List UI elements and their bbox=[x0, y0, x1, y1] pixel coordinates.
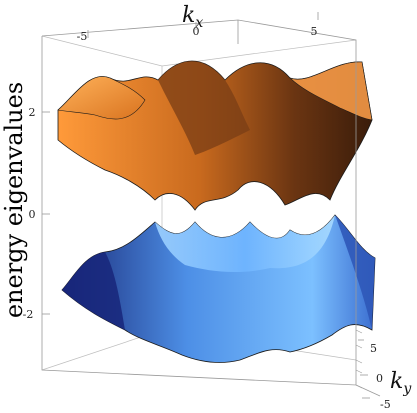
x-tick-label: -5 bbox=[77, 30, 88, 43]
upper-band-surface bbox=[57, 60, 373, 211]
y-tick-label: -5 bbox=[380, 398, 391, 411]
z-tick-label: 2 bbox=[29, 106, 36, 119]
x-axis-label: kx bbox=[182, 3, 203, 31]
lower-band-surface bbox=[61, 214, 376, 363]
x-axis: -5 0 5 kx bbox=[77, 3, 319, 43]
y-tick-label: 5 bbox=[370, 342, 377, 355]
z-axis: 2 0 -2 energy eigenvalues bbox=[0, 82, 50, 321]
y-axis-label: ky bbox=[390, 369, 412, 397]
x-tick-label: 5 bbox=[311, 25, 318, 38]
y-axis-minor-ticks bbox=[355, 329, 363, 389]
z-tick-label: 0 bbox=[29, 208, 36, 221]
z-axis-label: energy eigenvalues bbox=[0, 82, 28, 318]
y-axis: 5 0 -5 ky bbox=[358, 339, 412, 411]
x-tick-label: 0 bbox=[193, 25, 200, 38]
z-tick-label: -2 bbox=[23, 308, 34, 321]
y-tick-label: 0 bbox=[376, 372, 383, 385]
